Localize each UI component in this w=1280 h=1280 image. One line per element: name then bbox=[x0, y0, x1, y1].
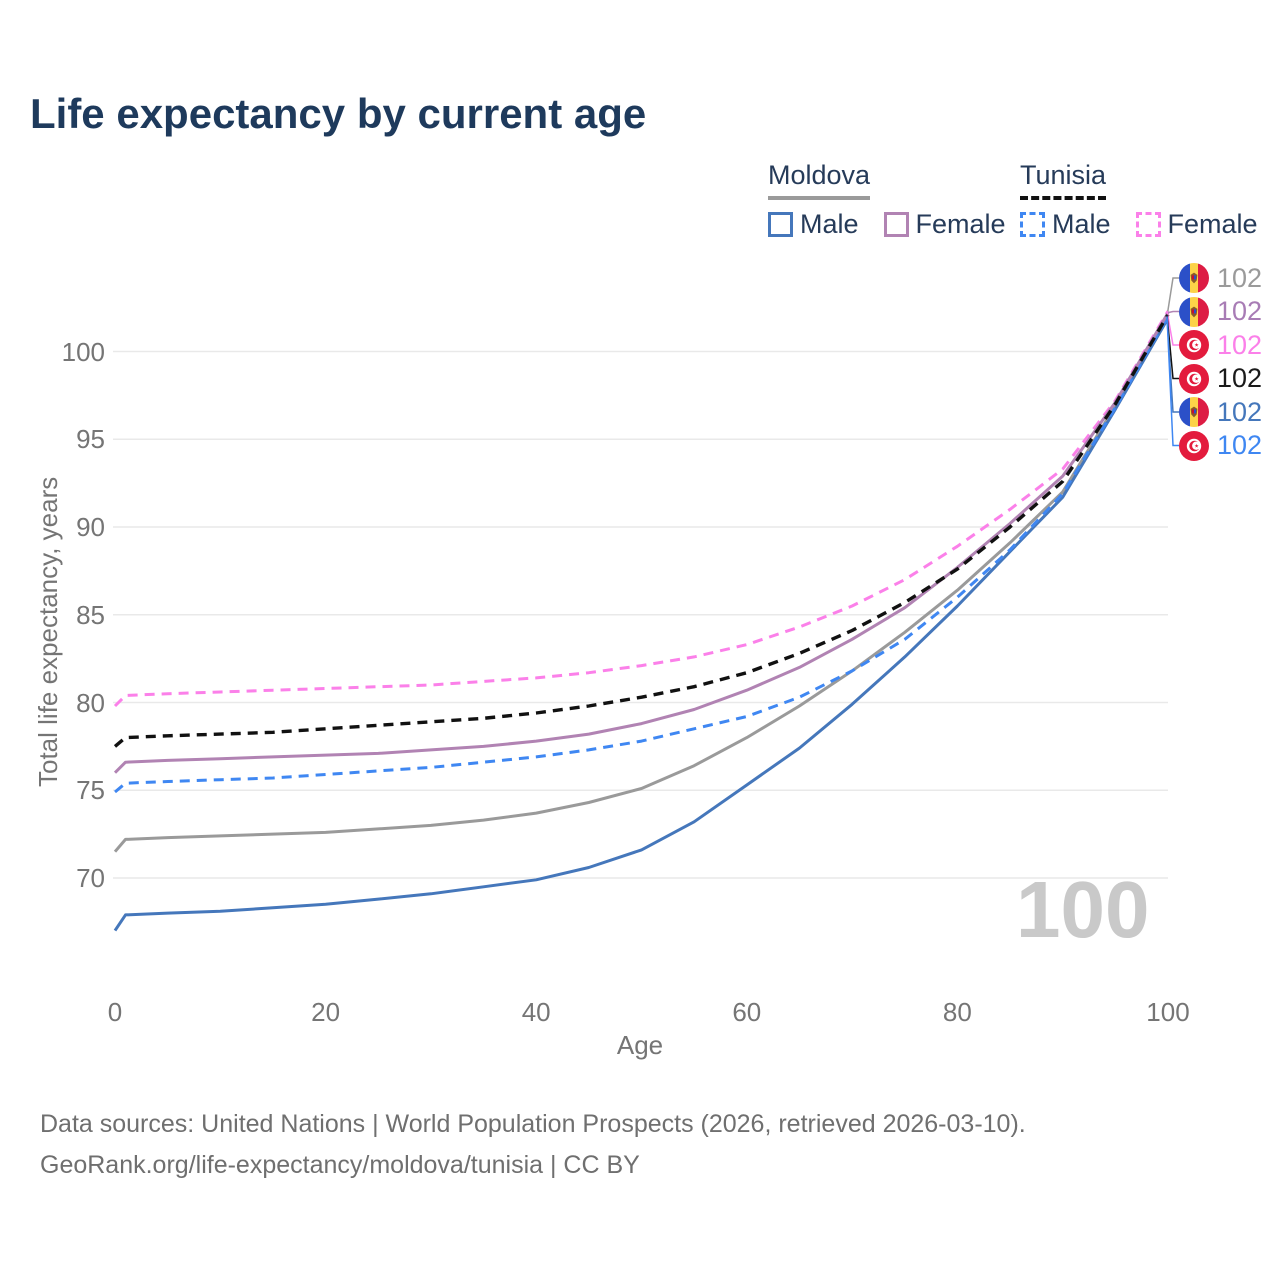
y-tick-label: 90 bbox=[76, 512, 105, 542]
y-tick-label: 70 bbox=[76, 863, 105, 893]
end-label-value: 102 bbox=[1217, 363, 1263, 393]
line-tunisia-male bbox=[114, 315, 1170, 794]
tunisia-flag-icon bbox=[1179, 330, 1209, 360]
moldova-male-swatch[interactable] bbox=[768, 212, 793, 237]
leader-line-tunisia-female bbox=[1166, 310, 1179, 346]
moldova-female-swatch[interactable] bbox=[883, 212, 909, 237]
y-tick-label: 95 bbox=[76, 424, 105, 455]
x-tick-label: 100 bbox=[1146, 997, 1190, 1027]
legend-item-moldova-male[interactable]: Male bbox=[768, 209, 859, 240]
leader-line-tunisia-male bbox=[1166, 316, 1179, 447]
end-label-row-tunisia-male: 102 bbox=[1179, 429, 1262, 463]
line-moldova-male bbox=[113, 317, 1170, 932]
legend-items-moldova: Male Female bbox=[768, 209, 1006, 240]
x-tick-label: 20 bbox=[311, 997, 341, 1027]
end-label-value: 102 bbox=[1217, 430, 1263, 460]
line-tunisia-overall bbox=[113, 313, 1170, 748]
moldova-flag-icon bbox=[1179, 263, 1209, 293]
y-tick-label: 100 bbox=[61, 336, 105, 367]
end-label-value: 102 bbox=[1217, 396, 1263, 427]
line-moldova-overall bbox=[113, 315, 1170, 853]
x-axis-title: Age bbox=[616, 1030, 664, 1060]
x-tick-label: 0 bbox=[107, 997, 123, 1027]
tunisia-flag-icon bbox=[1179, 430, 1209, 461]
y-tick-label: 80 bbox=[76, 687, 105, 718]
legend-label-moldova-female: Female bbox=[915, 209, 1006, 239]
x-tick-label: 40 bbox=[521, 997, 551, 1027]
moldova-flag-icon bbox=[1179, 397, 1209, 427]
tunisia-female-swatch[interactable] bbox=[1135, 212, 1161, 237]
legend-label-tunisia-male: Male bbox=[1052, 209, 1111, 239]
line-moldova-female bbox=[113, 312, 1170, 774]
legend-items-tunisia: Male Female bbox=[1020, 209, 1258, 240]
legend-group-moldova: Moldova Male Female bbox=[768, 160, 1006, 240]
legend-group-tunisia: Tunisia Male Female bbox=[1020, 160, 1258, 240]
tunisia-flag-icon bbox=[1179, 363, 1209, 394]
leader-line-moldova-overall bbox=[1166, 277, 1179, 317]
end-label-row-moldova-male: 102 bbox=[1179, 395, 1262, 429]
legend-item-tunisia-male[interactable]: Male bbox=[1020, 209, 1111, 240]
legend-label-tunisia-female: Female bbox=[1167, 209, 1258, 239]
footer-attribution: GeoRank.org/life-expectancy/moldova/tuni… bbox=[40, 1151, 640, 1179]
end-label-value: 102 bbox=[1217, 296, 1263, 326]
end-label-row-tunisia-female: 102 bbox=[1179, 328, 1262, 362]
end-label-row-moldova-overall: 102 bbox=[1179, 261, 1262, 295]
moldova-flag-icon bbox=[1179, 296, 1209, 327]
leader-line-tunisia-overall bbox=[1166, 314, 1179, 380]
legend-country-moldova[interactable]: Moldova bbox=[768, 160, 871, 200]
x-tick-label: 80 bbox=[942, 997, 972, 1027]
leader-line-moldova-female bbox=[1166, 310, 1179, 314]
footer: Data sources: United Nations | World Pop… bbox=[40, 1104, 1026, 1186]
end-label-row-tunisia-overall: 102 bbox=[1179, 362, 1262, 396]
legend-label-moldova-male: Male bbox=[800, 209, 859, 239]
y-tick-label: 85 bbox=[76, 599, 105, 630]
end-label-value: 102 bbox=[1217, 262, 1263, 293]
age-watermark: 100 bbox=[1016, 865, 1150, 954]
end-label-value: 102 bbox=[1217, 329, 1263, 360]
y-tick-label: 75 bbox=[76, 775, 105, 806]
legend-item-moldova-female[interactable]: Female bbox=[883, 209, 1006, 240]
footer-data-sources: Data sources: United Nations | World Pop… bbox=[40, 1110, 1026, 1138]
line-tunisia-female bbox=[113, 310, 1170, 708]
end-label-row-moldova-female: 102 bbox=[1179, 295, 1262, 329]
tunisia-male-swatch[interactable] bbox=[1020, 212, 1045, 237]
legend-country-tunisia[interactable]: Tunisia bbox=[1020, 160, 1107, 200]
page-title: Life expectancy by current age bbox=[30, 90, 647, 137]
x-tick-label: 60 bbox=[732, 997, 762, 1027]
legend-item-tunisia-female[interactable]: Female bbox=[1135, 209, 1258, 240]
